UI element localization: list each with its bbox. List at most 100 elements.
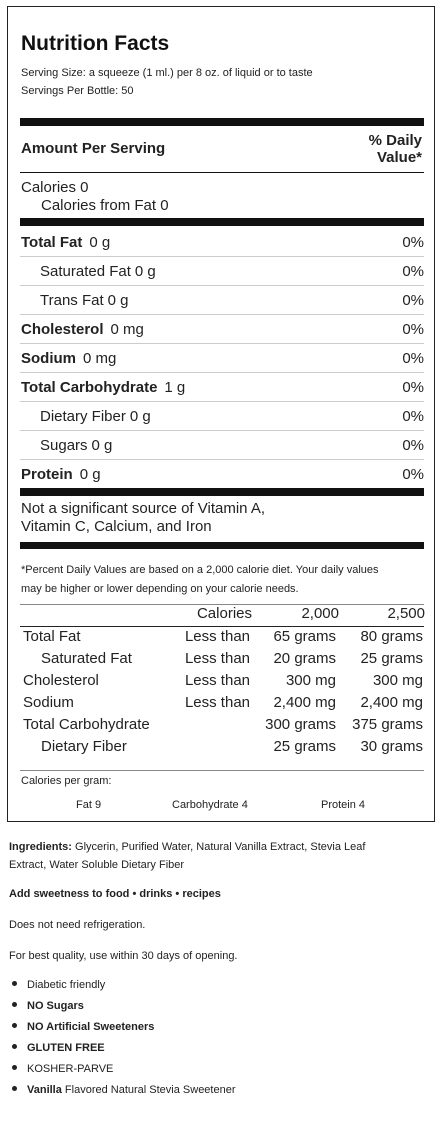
nutrient-amount: 0 mg [83,350,117,367]
nutrient-daily-value: 0% [402,263,424,280]
daily-value-header: % Daily Value* [369,132,422,166]
feature-bold-text: Vanilla [27,1084,62,1096]
nutrient-row: Trans Fat 0 g 0% [20,286,424,315]
servings-per-bottle: Servings Per Bottle: 50 [21,85,134,97]
feature-list-item: GLUTEN FREE [9,1042,105,1054]
nutrient-name: Total Carbohydrate 1 g [21,379,185,396]
bullet-icon [12,1002,17,1007]
ingredients-text-1: Glycerin, Purified Water, Natural Vanill… [71,841,366,853]
ingredients: Ingredients: Glycerin, Purified Water, N… [9,838,365,874]
dv-table-header-rule [20,626,424,627]
row-divider [20,256,424,257]
nutrient-daily-value: 0% [402,350,424,367]
feature-text: Flavored Natural Stevia Sweetener [61,1084,236,1096]
dv-table-2500-value: 375 grams [352,716,423,733]
nutrient-label: Total Fat [21,234,83,251]
row-divider [20,430,424,431]
feature-list-item: NO Sugars [9,1000,84,1012]
dv-table-2000-value: 65 grams [273,628,336,645]
thick-divider [20,488,424,496]
dv-table-2500-value: 30 grams [360,738,423,755]
divider [20,172,424,173]
feature-list-item: KOSHER-PARVE [9,1063,113,1075]
footnote-line2: may be higher or lower depending on your… [21,583,299,595]
nutrient-name: Protein 0 g [21,466,101,483]
bullet-icon [12,1023,17,1028]
nutrient-row: Protein 0 g 0% [20,460,424,489]
dv-table-limit: Less than [184,650,250,667]
dv-table-limit: Less than [184,628,250,645]
nutrient-amount: 0 g [129,408,151,425]
dv-table-nutrient: Total Fat [23,628,81,645]
nutrient-amount: 0 g [91,437,113,454]
divider [20,604,424,605]
feature-text: Diabetic friendly [27,979,106,991]
feature-list-item: Diabetic friendly [9,979,105,991]
bullet-icon [12,1044,17,1049]
nutrient-label: Cholesterol [21,321,104,338]
ingredients-label: Ingredients: [9,841,72,853]
label-title: Nutrition Facts [21,32,170,55]
cpg-protein: Protein 4 [321,799,366,811]
nutrient-label: Trans Fat [40,292,104,309]
nutrient-daily-value: 0% [402,466,424,483]
nutrient-daily-value: 0% [402,408,424,425]
daily-value-header-line1: % Daily [368,132,422,149]
dv-table-header-2000: 2,000 [301,605,339,622]
nutrient-name: Sodium 0 mg [21,350,116,367]
cpg-carbohydrate: Carbohydrate 4 [172,799,248,811]
nutrient-label: Sodium [21,350,76,367]
dv-table-limit: Less than [184,672,250,689]
dv-table-nutrient: Saturated Fat [41,650,132,667]
refrigeration-note: Does not need refrigeration. [9,919,146,931]
nutrient-amount: 1 g [164,379,186,396]
nutrient-amount: 0 g [79,466,101,483]
row-divider [20,314,424,315]
dv-table-nutrient: Dietary Fiber [41,738,127,755]
row-divider [20,401,424,402]
bullet-icon [12,981,17,986]
row-divider [20,372,424,373]
nutrient-row: Cholesterol 0 mg 0% [20,315,424,344]
calories-per-gram: Calories per gram: [21,775,112,787]
thick-divider [20,218,424,226]
dv-table-2000-value: 300 mg [285,672,336,689]
feature-text: KOSHER-PARVE [27,1063,114,1075]
nutrient-name: Total Fat 0 g [21,234,110,251]
row-divider [20,459,424,460]
feature-bold-text: GLUTEN FREE [27,1042,105,1054]
nutrient-row: Saturated Fat 0 g 0% [20,257,424,286]
nutrient-amount: 0 g [89,234,111,251]
dv-table-2000-value: 2,400 mg [273,694,336,711]
dv-table-nutrient: Sodium [23,694,74,711]
vitamin-note-line2: Vitamin C, Calcium, and Iron [21,518,212,535]
nutrition-facts-label: Nutrition Facts Serving Size: a squeeze … [7,6,435,822]
thick-divider [20,542,424,549]
nutrient-label: Dietary Fiber [40,408,126,425]
calories: Calories 0 [21,179,89,196]
nutrient-daily-value: 0% [402,437,424,454]
nutrient-row: Sodium 0 mg 0% [20,344,424,373]
nutrient-name: Saturated Fat 0 g [40,263,156,280]
nutrient-amount: 0 g [134,263,156,280]
nutrient-name: Cholesterol 0 mg [21,321,144,338]
dv-table-nutrient: Cholesterol [23,672,99,689]
nutrient-label: Total Carbohydrate [21,379,158,396]
dv-table-nutrient: Total Carbohydrate [23,716,150,733]
footnote-line1: *Percent Daily Values are based on a 2,0… [21,564,379,576]
nutrient-daily-value: 0% [402,379,424,396]
serving-size: Serving Size: a squeeze (1 ml.) per 8 oz… [21,67,313,79]
nutrient-amount: 0 g [107,292,129,309]
tagline: Add sweetness to food • drinks • recipes [9,888,221,900]
row-divider [20,285,424,286]
amount-per-serving: Amount Per Serving [21,140,166,157]
nutrient-name: Trans Fat 0 g [40,292,129,309]
row-divider [20,343,424,344]
ingredients-text-2: Extract, Water Soluble Dietary Fiber [9,859,185,871]
vitamin-note-line1: Not a significant source of Vitamin A, [21,500,266,517]
feature-list-item: NO Artificial Sweeteners [9,1021,154,1033]
dv-table-2000-value: 300 grams [265,716,336,733]
nutrient-label: Protein [21,466,73,483]
dv-table-header-calories: Calories [196,605,252,622]
nutrient-daily-value: 0% [402,321,424,338]
